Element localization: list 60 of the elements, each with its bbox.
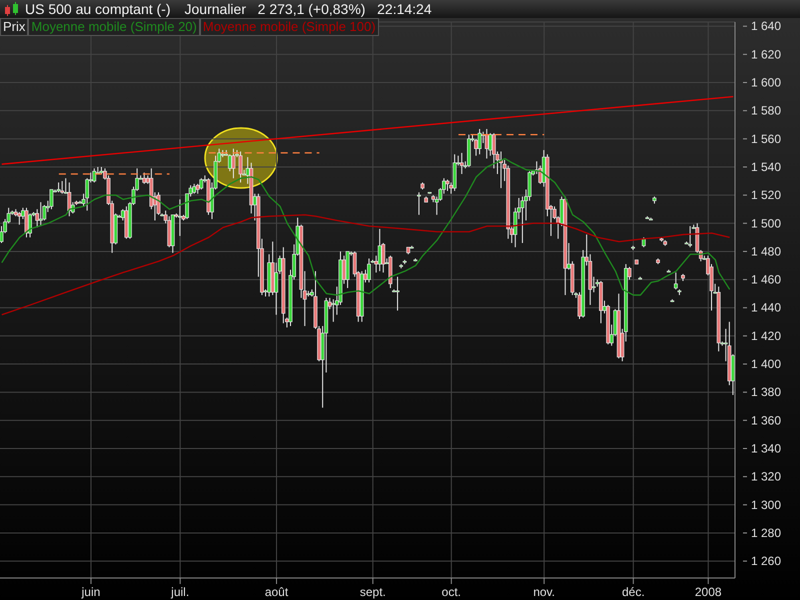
- candlestick: [192, 183, 196, 194]
- candlestick: [50, 189, 54, 210]
- y-tick-label: 1 420: [751, 328, 782, 343]
- candlestick: [142, 172, 146, 184]
- y-tick-label: 1 360: [751, 413, 782, 428]
- x-tick-label: nov.: [533, 585, 556, 599]
- y-tick-label: 1 520: [751, 188, 782, 202]
- candlestick: [199, 178, 204, 190]
- candlestick: [417, 192, 421, 216]
- y-tick-label: 1 280: [751, 526, 782, 540]
- candlestick: [38, 202, 43, 227]
- y-tick-label: 1 400: [751, 357, 782, 372]
- candlestick: [488, 132, 492, 156]
- y-tick-label: 1 560: [751, 132, 782, 146]
- y-tick-label: 1 440: [751, 300, 782, 315]
- candlestick: [228, 154, 232, 172]
- candlestick: [688, 226, 692, 248]
- x-tick-label: juil.: [170, 585, 190, 599]
- candlestick: [446, 179, 450, 192]
- x-tick-label: sept.: [360, 585, 386, 599]
- text: Prix: [0, 18, 28, 36]
- line-series: [1, 158, 730, 296]
- y-tick-label: 1 500: [751, 216, 782, 230]
- text: Moyenne mobile (Simple 20): [28, 18, 200, 36]
- y-tick-label: 1 300: [751, 498, 782, 512]
- candlestick: [331, 298, 336, 322]
- chart-subtitle: Journalier 2 273,1 (+0,83%) 22:14:24: [184, 0, 432, 18]
- candlestick: [17, 212, 22, 226]
- y-tick-label: 1 640: [751, 19, 782, 34]
- x-tick-label: 2008: [694, 585, 722, 599]
- candlestick: [56, 182, 60, 193]
- y-tick-label: 1 260: [751, 554, 782, 568]
- y-tick-label: 1 340: [751, 442, 782, 456]
- y-tick-label: 1 540: [751, 160, 782, 174]
- y-tick-label: 1 480: [751, 244, 782, 258]
- y-tick-label: 1 620: [751, 47, 782, 62]
- x-tick-label: oct.: [442, 585, 462, 599]
- candlestick: [42, 204, 46, 221]
- candlestick: [60, 180, 64, 194]
- x-tick-label: déc.: [622, 585, 645, 599]
- text: Moyenne mobile (Simple 100): [200, 18, 379, 36]
- candlestick: [238, 151, 242, 183]
- candlestick: [232, 148, 236, 179]
- candlestick: [367, 258, 371, 283]
- candlestick: [396, 276, 400, 312]
- x-tick-label: juin: [80, 585, 100, 599]
- candlestick: [674, 272, 678, 290]
- candlestick: [666, 269, 671, 272]
- candlestick: [92, 168, 96, 183]
- y-tick-label: 1 580: [751, 104, 782, 118]
- candlestick: [178, 198, 182, 236]
- y-tick-label: 1 600: [751, 76, 782, 90]
- chart-title: US 500 au comptant (-): [25, 0, 171, 18]
- y-tick-label: 1 380: [751, 385, 782, 400]
- candlestick: [478, 128, 482, 155]
- x-tick-label: août: [264, 585, 289, 599]
- candlestick: [378, 228, 382, 272]
- y-tick-label: 1 460: [751, 272, 782, 287]
- y-tick-label: 1 320: [751, 470, 782, 484]
- candlestick: [460, 152, 464, 175]
